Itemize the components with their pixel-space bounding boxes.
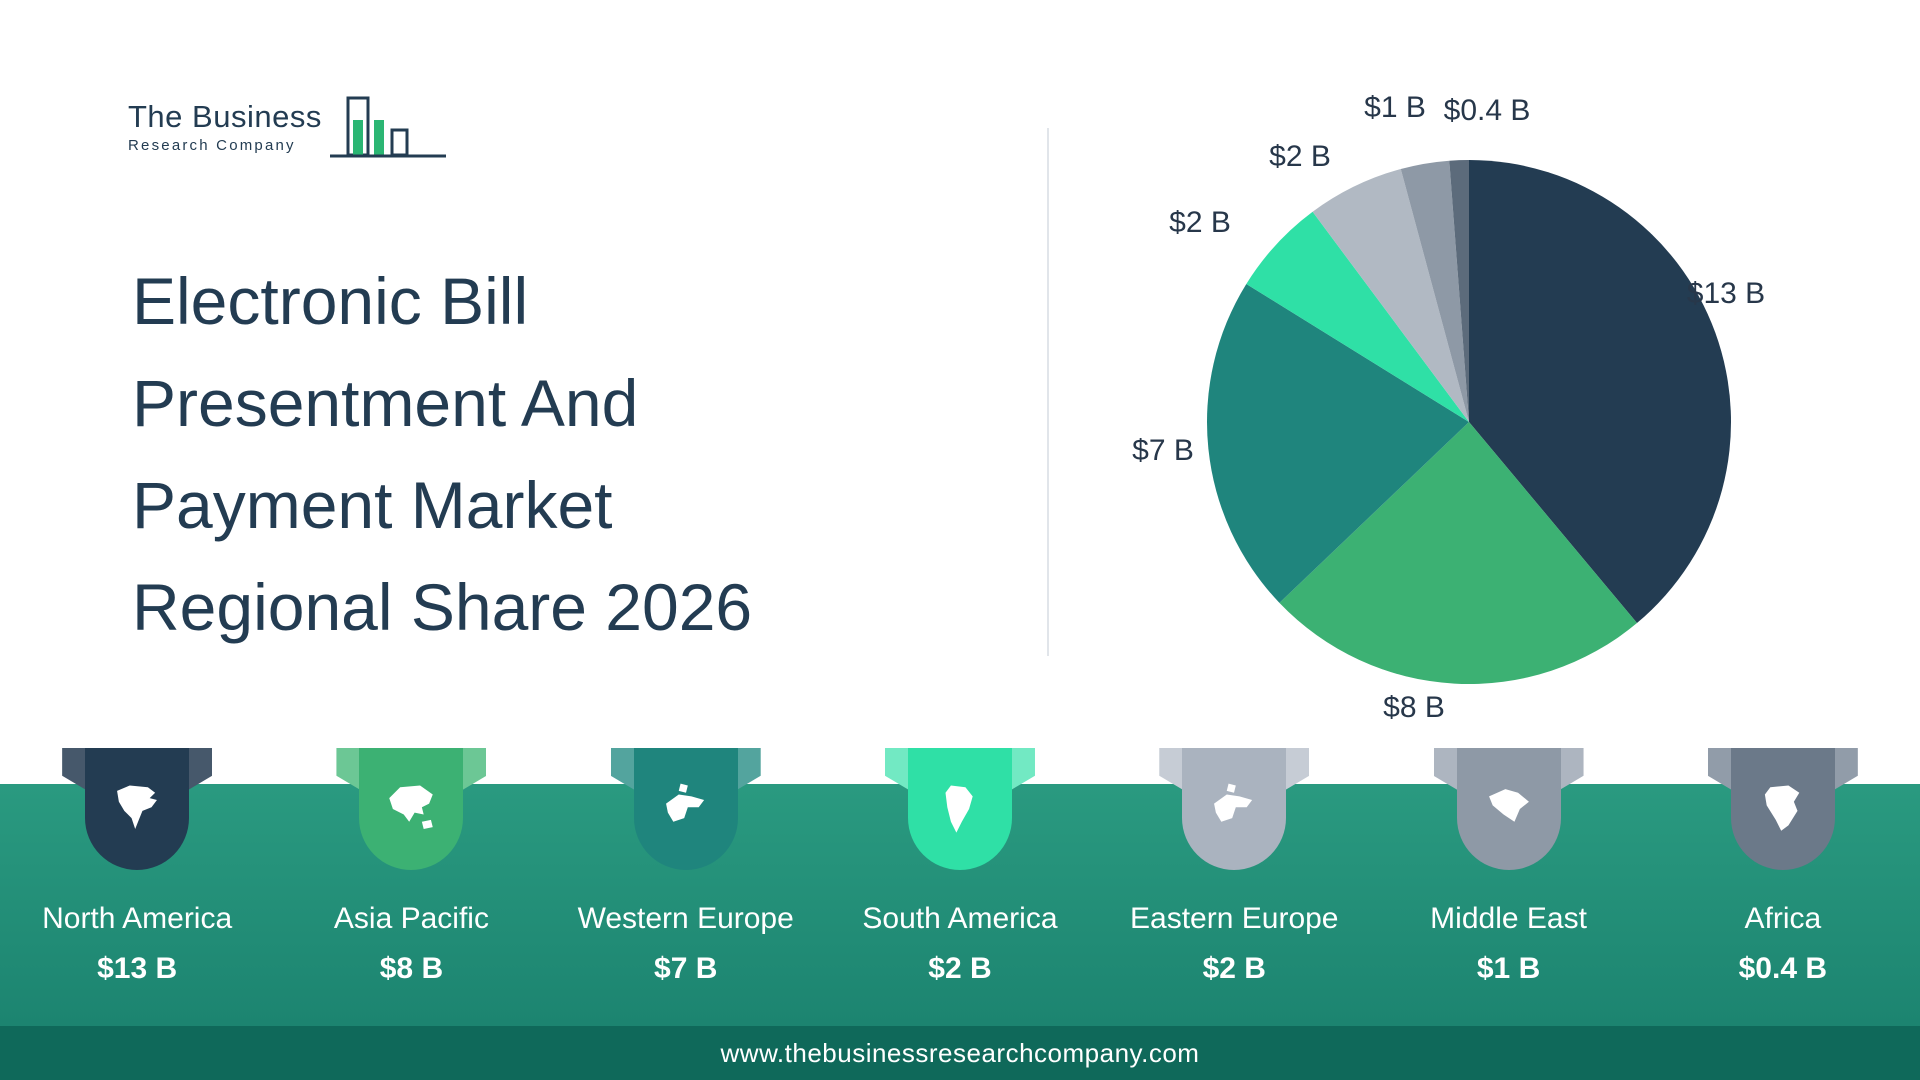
legend-region-value: $0.4 B — [1738, 952, 1828, 985]
eastern-europe-icon — [1214, 783, 1253, 822]
legend-item-north-america: North America $13 B — [0, 748, 274, 1026]
website-link[interactable]: www.thebusinessresearchcompany.com — [720, 1037, 1200, 1068]
ribbon-front — [359, 748, 464, 870]
region-ribbon-badge — [609, 748, 763, 878]
legend-band: North America $13 B Asia Pacific $8 B We… — [0, 748, 1920, 1026]
pie-slice-africa — [1449, 160, 1469, 422]
middle-east-icon — [1488, 789, 1529, 822]
page-title: Electronic Bill Presentment And Payment … — [132, 250, 752, 658]
africa-icon — [1764, 785, 1800, 831]
legend-item-africa: Africa $0.4 B — [1646, 748, 1920, 1026]
pie-slice-eastern-europe — [1312, 169, 1469, 422]
legend-region-value: $2 B — [1202, 952, 1266, 985]
western-europe-icon — [665, 783, 704, 822]
brand-logo: The Business Research Company — [128, 96, 448, 160]
ribbon-front — [633, 748, 738, 870]
legend-region-name: Africa — [1744, 902, 1822, 935]
legend-row: North America $13 B Asia Pacific $8 B We… — [0, 748, 1920, 1026]
region-ribbon-badge — [1157, 748, 1311, 878]
ribbon-front — [1730, 748, 1835, 870]
region-ribbon-badge — [1432, 748, 1586, 878]
legend-region-name: North America — [42, 902, 233, 935]
page-title-line-1: Electronic Bill — [132, 264, 529, 338]
divider-line — [1047, 128, 1049, 656]
legend-region-value: $7 B — [654, 952, 718, 985]
pie-slice-asia-pacific — [1279, 422, 1637, 685]
legend-item-eastern-europe: Eastern Europe $2 B — [1097, 748, 1371, 1026]
pie-chart: $13 B $8 B $7 B $2 B $2 B $1 B $0.4 B — [1119, 72, 1819, 772]
brand-logo-text: The Business Research Company — [128, 99, 322, 160]
legend-region-name: Western Europe — [577, 902, 794, 935]
legend-region-name: South America — [862, 902, 1058, 935]
footer-bar: www.thebusinessresearchcompany.com — [0, 1026, 1920, 1080]
page-title-line-4: Regional Share 2026 — [132, 570, 753, 644]
legend-item-middle-east: Middle East $1 B — [1371, 748, 1645, 1026]
legend-region-name: Asia Pacific — [333, 902, 489, 935]
legend-item-south-america: South America $2 B — [823, 748, 1097, 1026]
ribbon-front — [907, 748, 1012, 870]
brand-name: The Business — [128, 99, 322, 134]
pie-value-label: $2 B — [1169, 206, 1231, 239]
region-ribbon-badge — [1706, 748, 1860, 878]
ribbon-front — [1182, 748, 1287, 870]
asia-pacific-icon — [389, 785, 434, 829]
pie-slice-south-america — [1246, 211, 1469, 422]
north-america-icon — [117, 785, 158, 829]
pie-slice-western-europe — [1207, 283, 1469, 603]
legend-region-value: $2 B — [928, 952, 992, 985]
pie-value-label: $2 B — [1269, 140, 1331, 173]
pie-slice-north-america — [1469, 160, 1732, 624]
legend-region-name: Middle East — [1430, 902, 1587, 935]
south-america-icon — [945, 785, 973, 833]
region-ribbon-badge — [334, 748, 488, 878]
pie-value-label: $1 B — [1364, 91, 1426, 124]
pie-value-label: $7 B — [1132, 434, 1194, 467]
pie-value-label: $8 B — [1383, 691, 1445, 724]
region-ribbon-badge — [883, 748, 1037, 878]
pie-chart-svg — [1207, 160, 1732, 685]
brand-subname: Research Company — [128, 137, 296, 154]
legend-region-value: $1 B — [1476, 952, 1541, 985]
ribbon-front — [85, 748, 190, 870]
legend-region-value: $8 B — [379, 952, 444, 985]
page-title-line-2: Presentment And — [132, 366, 639, 440]
pie-slice-middle-east — [1400, 160, 1469, 422]
bar-chart-logo-icon — [329, 96, 446, 158]
legend-region-name: Eastern Europe — [1130, 902, 1339, 935]
region-ribbon-badge — [60, 748, 214, 878]
pie-value-label: $13 B — [1686, 277, 1766, 310]
legend-item-asia-pacific: Asia Pacific $8 B — [274, 748, 548, 1026]
legend-item-western-europe: Western Europe $7 B — [549, 748, 823, 1026]
pie-value-label: $0.4 B — [1443, 94, 1531, 127]
ribbon-front — [1456, 748, 1561, 870]
legend-region-value: $13 B — [97, 952, 178, 985]
page-title-line-3: Payment Market — [132, 468, 613, 542]
